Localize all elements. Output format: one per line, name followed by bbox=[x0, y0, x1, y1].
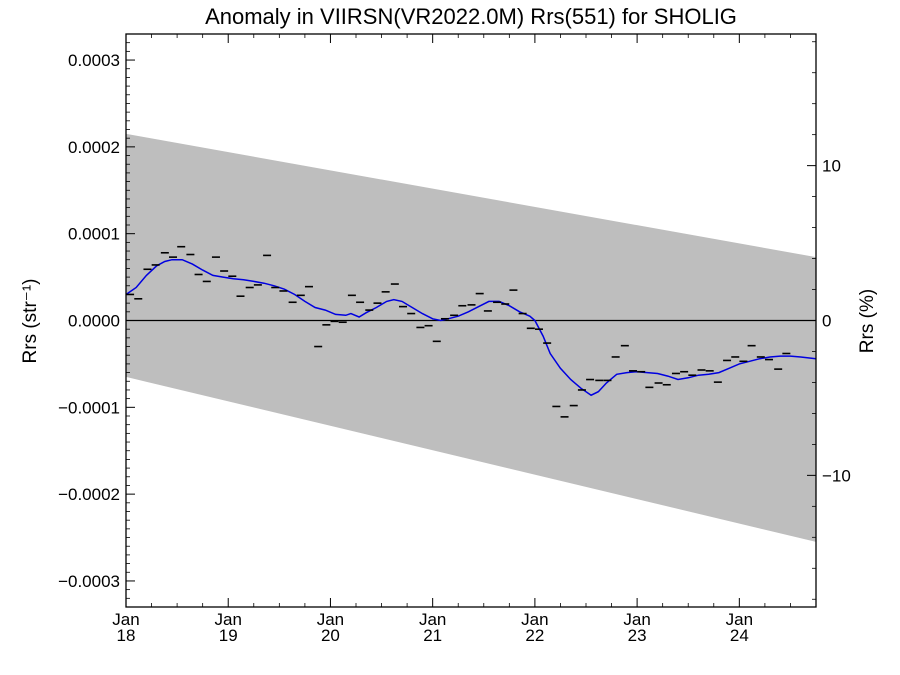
smoothed-anomaly-line bbox=[126, 258, 816, 397]
x-tick-label-year: 21 bbox=[423, 626, 442, 645]
x-tick-label-year: 18 bbox=[117, 626, 136, 645]
x-tick-label-year: 20 bbox=[321, 626, 340, 645]
x-tick-label-month: Jan bbox=[419, 610, 446, 629]
x-tick-label-year: 19 bbox=[219, 626, 238, 645]
x-tick-label-month: Jan bbox=[317, 610, 344, 629]
x-tick-label-year: 24 bbox=[730, 626, 749, 645]
x-tick-label-month: Jan bbox=[215, 610, 242, 629]
x-tick-label-month: Jan bbox=[726, 610, 753, 629]
y-tick-label: 0.0002 bbox=[68, 138, 120, 157]
x-tick-label-month: Jan bbox=[112, 610, 139, 629]
x-tick-label-year: 23 bbox=[628, 626, 647, 645]
y2-tick-label: 10 bbox=[822, 157, 841, 176]
y-tick-label: −0.0002 bbox=[58, 485, 120, 504]
x-tick-label-month: Jan bbox=[521, 610, 548, 629]
y-tick-label: 0.0000 bbox=[68, 312, 120, 331]
y2-tick-label: −10 bbox=[822, 466, 851, 485]
uncertainty-band bbox=[126, 133, 816, 542]
chart-title: Anomaly in VIIRSN(VR2022.0M) Rrs(551) fo… bbox=[205, 4, 737, 29]
y-tick-label: −0.0001 bbox=[58, 398, 120, 417]
x-tick-label-month: Jan bbox=[623, 610, 650, 629]
y2-tick-label: 0 bbox=[822, 312, 831, 331]
y-tick-label: −0.0003 bbox=[58, 572, 120, 591]
x-tick-label-year: 22 bbox=[525, 626, 544, 645]
y-tick-label: 0.0003 bbox=[68, 51, 120, 70]
y-tick-label: 0.0001 bbox=[68, 225, 120, 244]
y-axis-label: Rrs (str⁻¹) bbox=[20, 279, 41, 364]
y2-axis-label: Rrs (%) bbox=[857, 289, 878, 353]
